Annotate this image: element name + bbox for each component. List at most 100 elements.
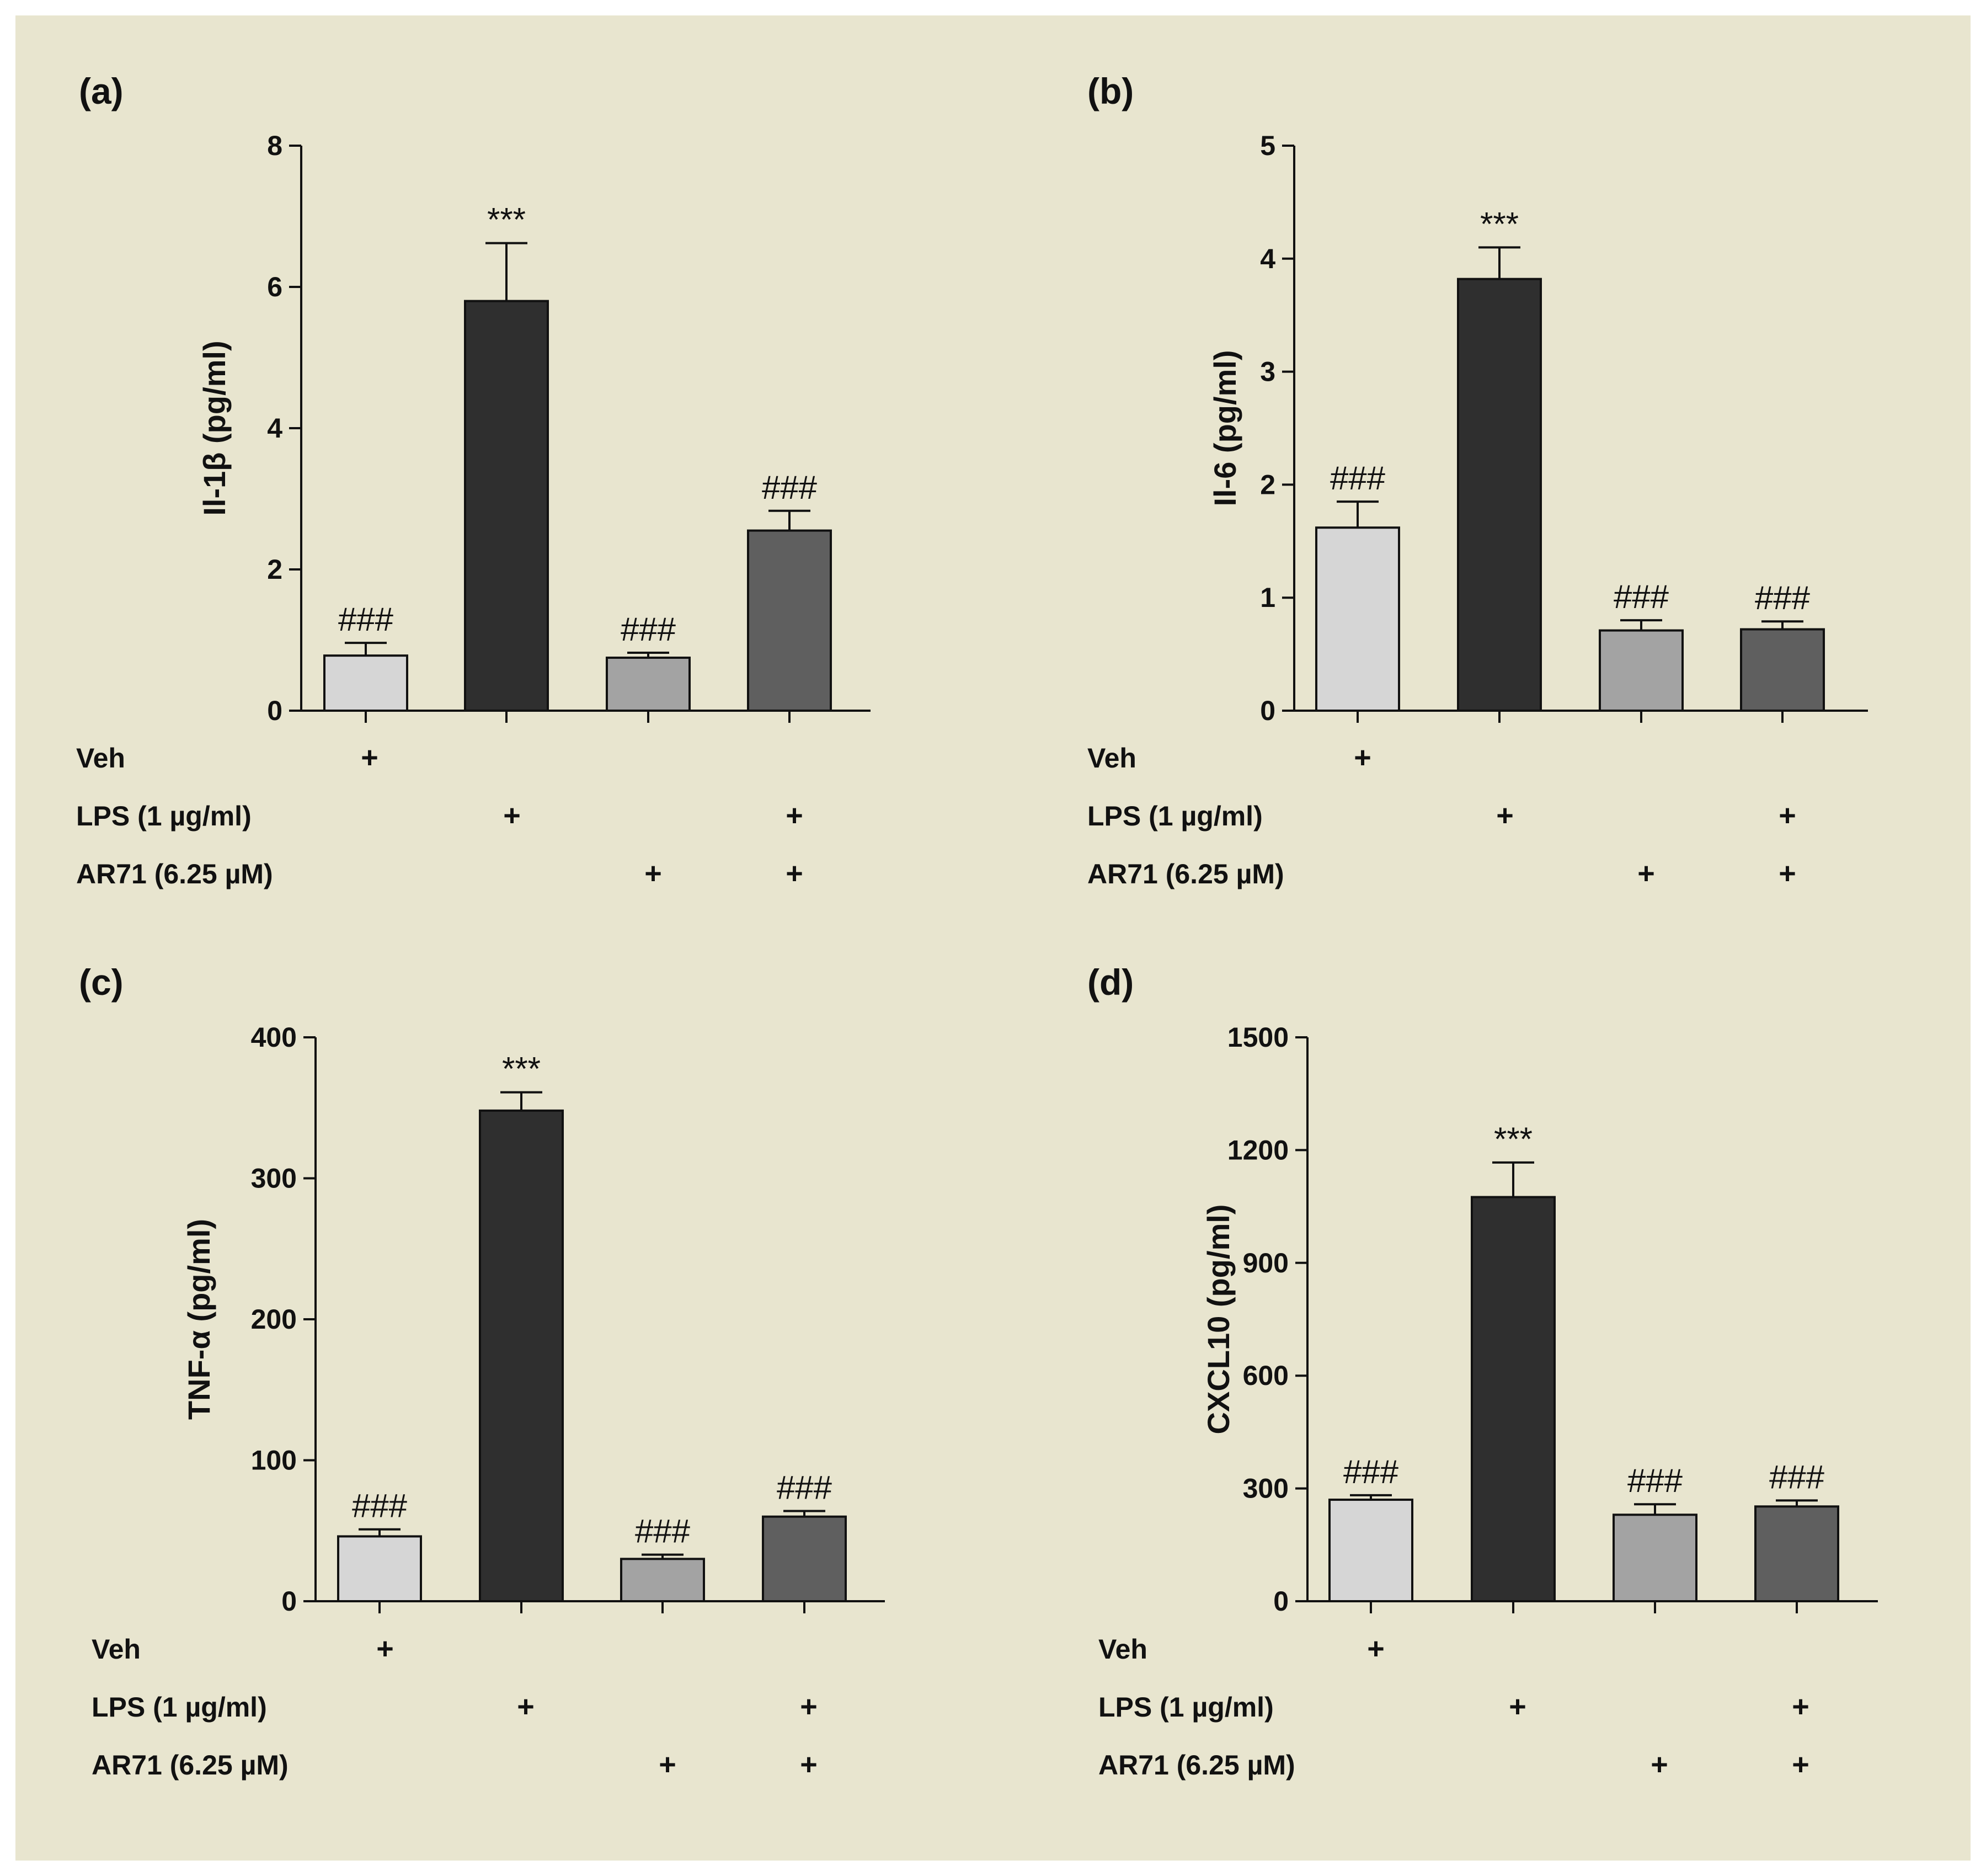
condition-mark: + bbox=[503, 799, 521, 832]
condition-label: AR71 (6.25 µM) bbox=[1087, 859, 1284, 889]
bar-1 bbox=[337, 1535, 422, 1602]
significance-label: ### bbox=[1330, 460, 1386, 497]
bar-1 bbox=[1328, 1499, 1413, 1603]
condition-mark: + bbox=[786, 799, 803, 832]
condition-mark: + bbox=[517, 1690, 535, 1723]
panel-label: (d) bbox=[1087, 962, 1134, 1003]
significance-label: ### bbox=[1614, 578, 1669, 615]
y-axis-label: Il-6 (pg/ml) bbox=[1208, 350, 1242, 506]
bar-1 bbox=[323, 654, 408, 712]
condition-mark: + bbox=[644, 857, 662, 890]
bar-3 bbox=[1613, 1513, 1697, 1602]
bar-1 bbox=[1315, 526, 1400, 712]
significance-label: *** bbox=[502, 1051, 541, 1088]
y-tick-label: 300 bbox=[251, 1163, 297, 1194]
condition-mark: + bbox=[659, 1748, 676, 1781]
chart-panel-b: (b) 0 1 2 3 4 5 Il-6 (pg/ml) ### *** ### ### Veh + LPS… bbox=[1087, 71, 1868, 890]
chart-panel-a: (a) 0 2 4 6 8 Il-1β (pg/ml) ### *** ### ### Veh + LPS… bbox=[76, 71, 871, 890]
bar-2 bbox=[479, 1109, 564, 1602]
condition-label: LPS (1 µg/ml) bbox=[76, 801, 252, 832]
condition-mark: + bbox=[1651, 1748, 1668, 1781]
condition-label: AR71 (6.25 µM) bbox=[1098, 1750, 1295, 1781]
significance-label: *** bbox=[1480, 205, 1519, 242]
condition-label: Veh bbox=[92, 1634, 141, 1665]
significance-label: ### bbox=[1343, 1453, 1399, 1490]
y-tick-label: 0 bbox=[1260, 695, 1275, 726]
bar-4 bbox=[1754, 1505, 1839, 1602]
condition-label: LPS (1 µg/ml) bbox=[1087, 801, 1263, 832]
y-tick-label: 900 bbox=[1243, 1248, 1289, 1278]
condition-mark: + bbox=[1367, 1632, 1385, 1665]
condition-mark: + bbox=[1779, 799, 1796, 832]
condition-mark: + bbox=[1496, 799, 1514, 832]
significance-label: ### bbox=[352, 1488, 408, 1525]
bar-3 bbox=[606, 657, 691, 712]
significance-label: *** bbox=[1494, 1121, 1533, 1158]
condition-mark: + bbox=[1354, 741, 1371, 774]
bar-2 bbox=[1457, 278, 1542, 712]
significance-label: ### bbox=[621, 611, 676, 648]
condition-label: AR71 (6.25 µM) bbox=[76, 859, 273, 889]
y-tick-label: 4 bbox=[1260, 243, 1275, 274]
bar-3 bbox=[1599, 629, 1684, 712]
condition-mark: + bbox=[800, 1748, 818, 1781]
y-tick-label: 5 bbox=[1260, 130, 1275, 161]
panel-label: (c) bbox=[79, 962, 124, 1003]
bar-4 bbox=[747, 529, 832, 712]
y-tick-label: 1500 bbox=[1227, 1022, 1289, 1053]
significance-label: ### bbox=[1627, 1462, 1683, 1499]
chart-panel-d: (d) 0 300 600 900 1200 1500 CXCL10 (pg/ml) ### **… bbox=[1087, 962, 1878, 1781]
y-tick-label: 0 bbox=[1273, 1586, 1289, 1617]
condition-mark: + bbox=[786, 857, 803, 890]
condition-label: Veh bbox=[1098, 1634, 1147, 1665]
y-axis-label: CXCL10 (pg/ml) bbox=[1201, 1205, 1236, 1435]
y-tick-label: 200 bbox=[251, 1304, 297, 1335]
y-tick-label: 400 bbox=[251, 1022, 297, 1053]
condition-mark: + bbox=[1792, 1748, 1809, 1781]
panel-label: (b) bbox=[1087, 71, 1134, 111]
condition-mark: + bbox=[361, 741, 378, 774]
significance-label: ### bbox=[635, 1513, 691, 1550]
y-tick-label: 1 bbox=[1260, 582, 1275, 613]
condition-label: LPS (1 µg/ml) bbox=[1098, 1692, 1274, 1723]
significance-label: *** bbox=[487, 201, 526, 238]
condition-label: AR71 (6.25 µM) bbox=[92, 1750, 289, 1781]
significance-label: ### bbox=[762, 469, 818, 506]
condition-mark: + bbox=[800, 1690, 818, 1723]
y-tick-label: 8 bbox=[267, 130, 282, 161]
y-tick-label: 2 bbox=[267, 554, 282, 585]
condition-mark: + bbox=[376, 1632, 394, 1665]
y-tick-label: 100 bbox=[251, 1445, 297, 1476]
significance-label: ### bbox=[777, 1469, 832, 1506]
bar-3 bbox=[620, 1558, 705, 1603]
condition-label: Veh bbox=[1087, 743, 1136, 774]
bar-4 bbox=[762, 1515, 847, 1602]
bar-2 bbox=[464, 300, 549, 712]
bar-4 bbox=[1740, 628, 1825, 712]
y-tick-label: 6 bbox=[267, 271, 282, 302]
condition-label: LPS (1 µg/ml) bbox=[92, 1692, 267, 1723]
y-axis-label: TNF-α (pg/ml) bbox=[181, 1219, 216, 1420]
significance-label: ### bbox=[338, 601, 394, 638]
condition-mark: + bbox=[1509, 1690, 1526, 1723]
chart-panel-c: (c) 0 100 200 300 400 TNF-α (pg/ml) ### *** ### ##… bbox=[79, 962, 885, 1781]
figure-svg: (a) 0 2 4 6 8 Il-1β (pg/ml) ### *** ### ### Veh + LPS… bbox=[76, 71, 1878, 1781]
bar-2 bbox=[1471, 1196, 1556, 1602]
y-tick-label: 300 bbox=[1243, 1473, 1289, 1504]
condition-mark: + bbox=[1779, 857, 1796, 890]
y-axis-label: Il-1β (pg/ml) bbox=[197, 340, 232, 515]
y-tick-label: 1200 bbox=[1227, 1134, 1289, 1165]
y-tick-label: 2 bbox=[1260, 469, 1275, 500]
y-tick-label: 4 bbox=[267, 413, 282, 444]
significance-label: ### bbox=[1769, 1458, 1825, 1495]
y-tick-label: 600 bbox=[1243, 1360, 1289, 1391]
condition-mark: + bbox=[1637, 857, 1655, 890]
y-tick-label: 3 bbox=[1260, 356, 1275, 387]
panel-label: (a) bbox=[79, 71, 124, 111]
condition-mark: + bbox=[1792, 1690, 1809, 1723]
significance-label: ### bbox=[1755, 579, 1811, 616]
y-tick-label: 0 bbox=[267, 695, 282, 726]
figure: (a) 0 2 4 6 8 Il-1β (pg/ml) ### *** ### ### Veh + LPS… bbox=[15, 15, 1971, 1861]
condition-label: Veh bbox=[76, 743, 125, 774]
y-tick-label: 0 bbox=[281, 1586, 297, 1617]
